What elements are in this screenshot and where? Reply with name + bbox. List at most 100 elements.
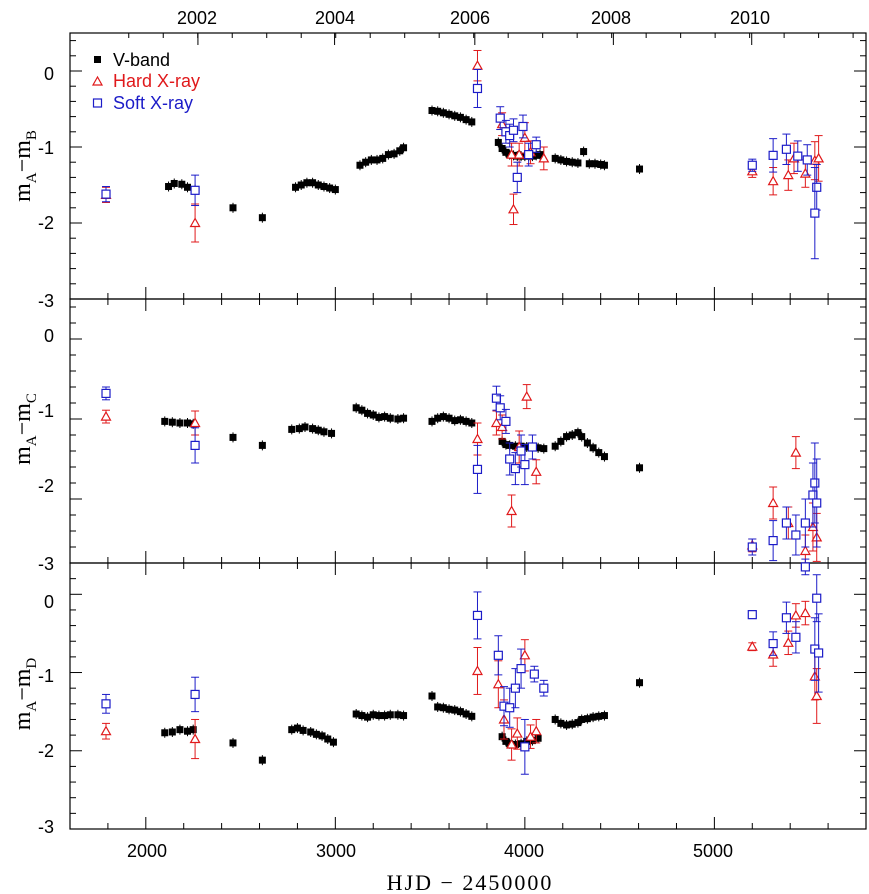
v-band-point (258, 441, 266, 449)
v-band-point (400, 712, 408, 720)
v-band-point (328, 429, 336, 437)
top-tick-label: 2008 (591, 8, 631, 28)
y-tick-label: -2 (38, 476, 54, 496)
hard-xray-point (189, 417, 201, 428)
v-band-point (309, 425, 317, 433)
v-band-point (381, 712, 389, 720)
v-band-point (428, 107, 436, 115)
v-band-point (439, 704, 447, 712)
soft-xray-point (520, 460, 530, 470)
soft-xray-point (190, 185, 200, 195)
v-band-point (358, 712, 366, 720)
legend: V-band Hard X-ray Soft X-ray (91, 50, 200, 113)
v-band-point (595, 449, 603, 457)
soft-xray-point (472, 610, 483, 621)
hard-xray-point (799, 607, 811, 618)
v-band-point (523, 443, 531, 451)
soft-xray-point (501, 416, 511, 426)
soft-xray-point (810, 478, 820, 488)
v-band-point (356, 161, 364, 169)
top-tick-label: 2006 (450, 8, 490, 28)
v-band-point (563, 433, 571, 441)
bottom-axis-labels: 2000 3000 4000 5000 HJD − 2450000 (127, 841, 733, 894)
v-band-point (511, 442, 519, 450)
soft-xray-point (791, 632, 801, 642)
v-band-point (456, 708, 464, 716)
v-band-point (636, 165, 644, 173)
v-band-point (373, 156, 381, 164)
v-band-point (375, 712, 383, 720)
v-band-point (329, 738, 337, 746)
hard-xray-point (530, 725, 542, 736)
soft-xray-point (518, 121, 528, 132)
y-tick-label: -3 (38, 817, 54, 837)
v-band-point (462, 417, 470, 425)
v-band-point (502, 737, 510, 745)
y-tick-label: -1 (38, 401, 54, 421)
v-band-point (176, 726, 184, 734)
soft-xray-point (768, 150, 778, 160)
v-band-point (364, 713, 372, 721)
y-tick-labels-panel-1: 0 -1 -2 -3 (38, 64, 54, 311)
y-tick-label: -3 (38, 554, 54, 574)
v-band-point (434, 107, 442, 115)
x-tick-label: 2000 (127, 841, 167, 861)
v-band-point (462, 710, 470, 718)
v-band-point (428, 692, 436, 700)
y-tick-label: 0 (44, 326, 54, 346)
v-band-point (318, 732, 326, 740)
soft-xray-point (793, 151, 803, 161)
v-band-point (303, 179, 311, 187)
soft-xray-point (495, 113, 505, 123)
v-band-point (320, 183, 328, 191)
v-band-point (381, 413, 389, 421)
v-band-point (540, 445, 548, 453)
v-band-point (568, 431, 576, 439)
y-tick-label: 0 (44, 64, 54, 84)
v-band-point (314, 181, 322, 189)
v-band-point (439, 109, 447, 117)
v-band-point (307, 728, 315, 736)
hard-xray-point (811, 690, 823, 701)
v-band-point (636, 464, 644, 472)
v-band-point (369, 411, 377, 419)
v-band-point (309, 179, 317, 187)
soft-xray-point (781, 144, 792, 154)
v-band-point (301, 423, 309, 431)
v-band-point (288, 726, 296, 734)
v-band-point (591, 160, 599, 168)
soft-xray-point (516, 664, 526, 674)
y-axis-label-panel-2: mA−mC (10, 393, 40, 465)
v-band-point (352, 404, 360, 412)
v-band-point (331, 186, 339, 194)
soft-xray-point (768, 638, 778, 649)
v-band-point (165, 183, 173, 191)
soft-xray-point (516, 446, 526, 456)
v-band-point (468, 118, 476, 126)
hard-xray-point (521, 390, 533, 401)
v-band-point (178, 180, 186, 188)
legend-marker-hard-xray (91, 75, 104, 86)
legend-label-v-band: V-band (113, 50, 170, 70)
v-band-point (578, 715, 586, 723)
v-band-point (445, 414, 453, 422)
soft-xray-point (472, 464, 483, 474)
soft-xray-point (781, 518, 792, 528)
v-band-point (390, 150, 398, 158)
top-axis-labels: 2002 2004 2006 2008 2010 (177, 8, 770, 28)
v-band-point (161, 417, 169, 425)
v-band-point (468, 712, 476, 720)
v-band-point (551, 442, 559, 450)
y-tick-label: -1 (38, 138, 54, 158)
soft-xray-point (781, 613, 792, 623)
v-band-point (568, 720, 576, 728)
hard-xray-point (100, 725, 112, 736)
v-band-point (498, 145, 506, 153)
top-tick-label: 2004 (315, 8, 355, 28)
v-band-point (320, 428, 328, 436)
v-band-point (578, 433, 586, 441)
v-band-point (451, 417, 459, 425)
v-band-point (502, 148, 510, 156)
hard-xray-point (746, 640, 758, 651)
